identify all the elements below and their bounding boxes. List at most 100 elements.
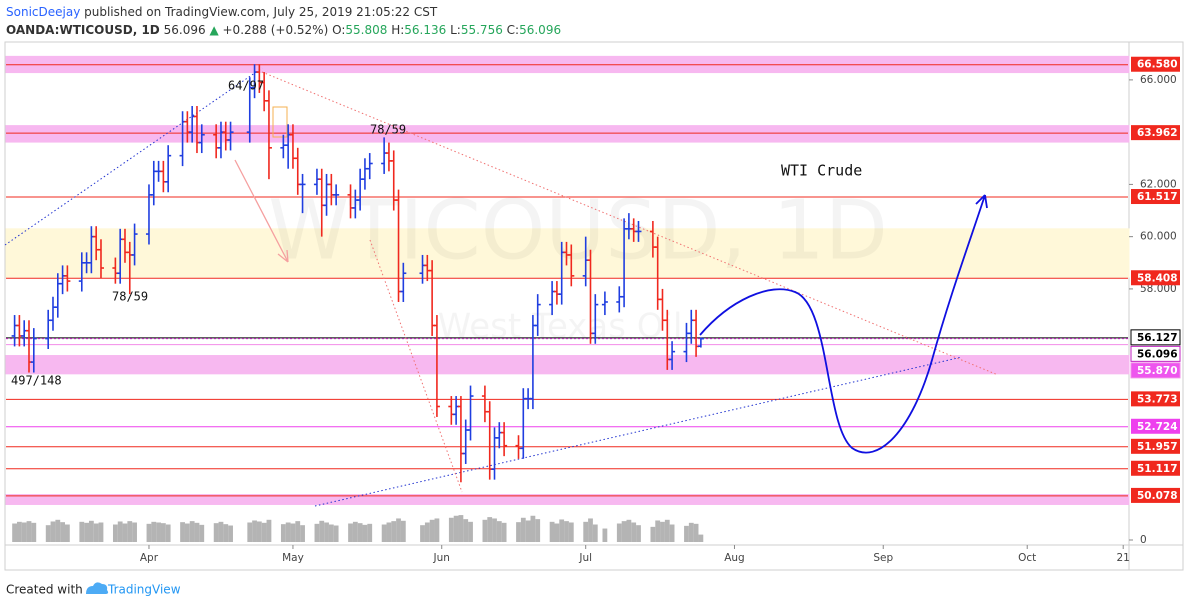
zone — [5, 228, 1130, 278]
zone — [5, 125, 1130, 143]
level-label-box — [1131, 270, 1180, 286]
x-tick-label: Aug — [724, 552, 745, 564]
level-label-box — [1130, 329, 1181, 346]
volume-bar — [516, 522, 521, 542]
volume-bar — [352, 521, 358, 542]
volume-bar — [530, 515, 536, 542]
annotation: 78/59 — [370, 123, 406, 137]
highlight-box — [272, 106, 288, 138]
volume-bar — [256, 521, 262, 542]
c-label: C: — [507, 23, 519, 37]
level-label-box — [1131, 487, 1180, 503]
volume-bar — [554, 523, 560, 542]
volume-bar — [55, 519, 61, 542]
volume-bar — [160, 523, 166, 542]
volume-bar — [400, 520, 406, 542]
volume-bar — [252, 520, 257, 542]
volume-bar — [285, 522, 291, 542]
x-tick-label: Sep — [873, 552, 893, 564]
volume-bar — [391, 521, 397, 542]
drawings — [4, 67, 999, 507]
volume-bar — [602, 528, 608, 542]
volume-bar — [396, 518, 401, 542]
level-label: 63.962 — [1137, 127, 1178, 139]
watermark: WTICOUSD, 1D — [268, 183, 888, 278]
volume-bar — [362, 524, 368, 542]
volume-bar — [60, 522, 65, 542]
volume-bar — [487, 517, 493, 542]
logo — [86, 582, 109, 594]
trend-line — [314, 356, 963, 507]
volume-bar — [458, 515, 464, 542]
volume-bar — [112, 524, 118, 542]
volume-bar — [386, 522, 392, 542]
volume-bar — [122, 523, 128, 542]
l: 55.756 — [461, 23, 503, 37]
trend-line — [369, 239, 463, 493]
volume-bar — [348, 523, 353, 542]
volume-bar — [636, 525, 641, 542]
level-label-box — [1131, 460, 1180, 476]
c: 56.096 — [519, 23, 561, 37]
annotation: 64/97 — [228, 79, 264, 93]
volume-bar — [295, 521, 301, 542]
volume-bar — [189, 521, 195, 542]
annotation: 78/59 — [112, 290, 148, 304]
level-label: 56.127 — [1137, 332, 1178, 344]
l-label: L: — [450, 23, 461, 37]
x-tick-label: Jun — [433, 552, 450, 564]
volume-bar — [559, 519, 565, 542]
author[interactable]: SonicDeejay — [6, 5, 80, 19]
volume-bar — [127, 521, 133, 542]
level-label: 61.517 — [1137, 191, 1178, 203]
volume-bar — [463, 519, 469, 542]
volume-bar — [132, 522, 137, 542]
volume-bar — [324, 522, 329, 542]
volume-bar — [660, 521, 665, 542]
volume-bar — [616, 523, 622, 542]
bars — [11, 64, 704, 483]
footer-brand[interactable]: TradingView — [107, 583, 181, 597]
volume-bar — [12, 523, 17, 542]
volume-bar — [151, 521, 157, 542]
published: published on TradingView.com, July 25, 2… — [80, 5, 438, 19]
x-tick-label: Jul — [578, 552, 592, 564]
volume-tick-label: 0 — [1140, 534, 1147, 546]
level-label-box — [1131, 56, 1180, 72]
volume-bar — [218, 521, 224, 542]
volume-bar — [693, 523, 699, 542]
y-tick-label: 62.000 — [1140, 178, 1177, 190]
o: 55.808 — [345, 23, 387, 37]
volume-bar — [684, 525, 689, 542]
level-label-box — [1130, 362, 1181, 379]
volume-bar — [448, 517, 454, 542]
volume-bar — [165, 524, 171, 542]
volume-bar — [535, 519, 541, 542]
o-label: O: — [332, 23, 345, 37]
y-tick-label: 66.000 — [1140, 74, 1177, 86]
volume-bar — [194, 522, 200, 542]
volume-bar — [319, 520, 325, 542]
volume-bar — [568, 522, 574, 542]
volume-bar — [501, 522, 507, 542]
chart-frame — [4, 41, 1184, 571]
volume-bar — [468, 521, 473, 542]
volume-bar — [420, 525, 425, 542]
x-tick-label: Oct — [1018, 552, 1036, 564]
volume-bar — [180, 522, 185, 542]
volume-bar — [669, 524, 675, 542]
volume-bar — [564, 521, 569, 542]
volume-bar — [184, 523, 190, 542]
level-labels: 66.580 63.962 61.517 58.408 56.127 56.096 55.8… — [1130, 56, 1181, 503]
volume-bar — [26, 521, 32, 542]
level-label-box — [1131, 391, 1180, 407]
volume-bar — [64, 524, 70, 542]
symbol: OANDA:WTICOUSD, 1D — [6, 23, 160, 37]
volume-bar — [492, 518, 497, 542]
level-label: 53.773 — [1137, 393, 1178, 405]
volume — [12, 515, 704, 542]
volume-bar — [424, 522, 430, 542]
volume-bar — [664, 519, 670, 542]
volume-bar — [328, 524, 334, 542]
